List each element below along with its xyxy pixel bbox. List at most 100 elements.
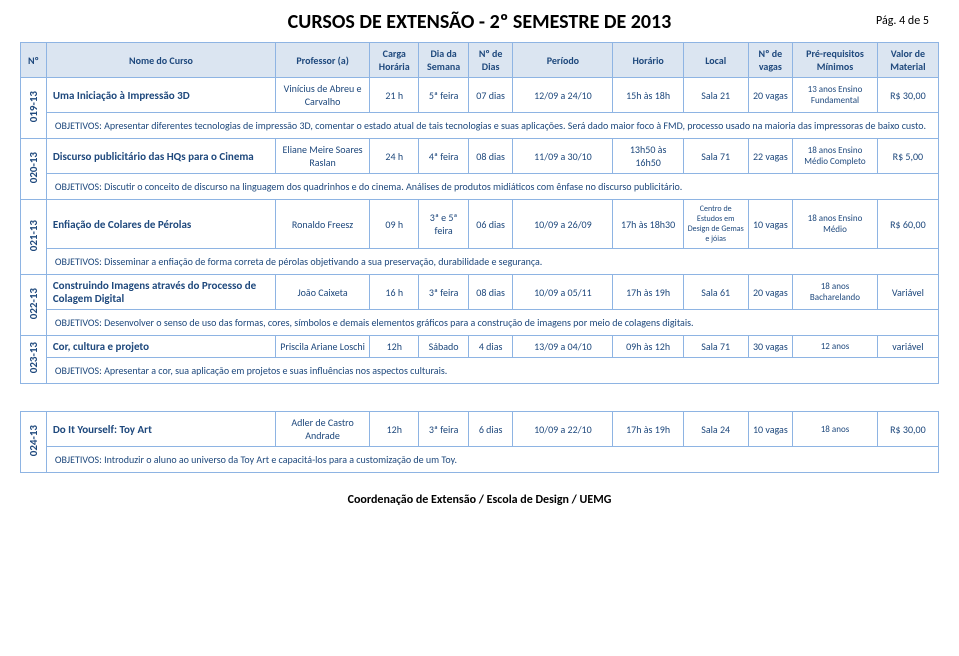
table-row: 023-13 Cor, cultura e projeto Priscila A… [21, 336, 939, 358]
periodo: 10/09 a 22/10 [513, 412, 613, 447]
ndias: 4 dias [468, 336, 513, 358]
horario: 17h às 19h [613, 412, 684, 447]
periodo: 10/09 a 05/11 [513, 275, 613, 310]
prereq: 18 anos Ensino Médio Completo [793, 139, 878, 174]
objective-row: OBJETIVOS: Desenvolver o senso de uso da… [21, 310, 939, 336]
objective-row: OBJETIVOS: Introduzir o aluno ao univers… [21, 447, 939, 473]
horario: 09h às 12h [613, 336, 684, 358]
horario: 17h às 19h [613, 275, 684, 310]
carga: 21 h [370, 78, 419, 113]
objective-text: OBJETIVOS: Discutir o conceito de discur… [46, 174, 938, 200]
th-prof: Professor (a) [276, 43, 370, 78]
valor: R$ 30,00 [877, 412, 938, 447]
ndias: 06 dias [468, 200, 513, 249]
horario: 13h50 às 16h50 [613, 139, 684, 174]
ndias: 6 dias [468, 412, 513, 447]
objective-text: OBJETIVOS: Disseminar a enfiação de form… [46, 249, 938, 275]
vagas: 22 vagas [748, 139, 793, 174]
vagas: 20 vagas [748, 78, 793, 113]
header-row: Nº Nome do Curso Professor (a) Carga Hor… [21, 43, 939, 78]
professor: Ronaldo Freesz [276, 200, 370, 249]
carga: 12h [370, 412, 419, 447]
objective-row: OBJETIVOS: Discutir o conceito de discur… [21, 174, 939, 200]
periodo: 10/09 a 26/09 [513, 200, 613, 249]
carga: 12h [370, 336, 419, 358]
carga: 16 h [370, 275, 419, 310]
periodo: 13/09 a 04/10 [513, 336, 613, 358]
course-id: 019-13 [21, 78, 47, 139]
table-row: 019-13 Uma Iniciação à Impressão 3D Viní… [21, 78, 939, 113]
dia: 3ª e 5ª feira [419, 200, 468, 249]
dia: 4ª feira [419, 139, 468, 174]
course-name: Construindo Imagens através do Processo … [46, 275, 275, 310]
th-prereq: Pré-requisitos Mínimos [793, 43, 878, 78]
th-local: Local [683, 43, 748, 78]
valor: Variável [877, 275, 938, 310]
prereq: 18 anos [793, 412, 878, 447]
objective-text: OBJETIVOS: Introduzir o aluno ao univers… [46, 447, 938, 473]
local: Sala 24 [683, 412, 748, 447]
valor: R$ 60,00 [877, 200, 938, 249]
periodo: 12/09 a 24/10 [513, 78, 613, 113]
carga: 24 h [370, 139, 419, 174]
course-name: Enfiação de Colares de Pérolas [46, 200, 275, 249]
course-id: 021-13 [21, 200, 47, 275]
local: Sala 21 [683, 78, 748, 113]
local: Sala 71 [683, 139, 748, 174]
local: Sala 61 [683, 275, 748, 310]
course-name: Discurso publicitário das HQs para o Cin… [46, 139, 275, 174]
professor: Adler de Castro Andrade [276, 412, 370, 447]
prereq: 13 anos Ensino Fundamental [793, 78, 878, 113]
horario: 15h às 18h [613, 78, 684, 113]
objective-row: OBJETIVOS: Apresentar a cor, sua aplicaç… [21, 358, 939, 384]
valor: R$ 5,00 [877, 139, 938, 174]
objective-row: OBJETIVOS: Apresentar diferentes tecnolo… [21, 113, 939, 139]
professor: Vinícius de Abreu e Carvalho [276, 78, 370, 113]
course-name: Cor, cultura e projeto [46, 336, 275, 358]
th-horario: Horário [613, 43, 684, 78]
vagas: 10 vagas [748, 412, 793, 447]
professor: João Caixeta [276, 275, 370, 310]
page-title: CURSOS DE EXTENSÃO - 2º SEMESTRE DE 2013 [20, 10, 939, 34]
valor: variável [877, 336, 938, 358]
vagas: 30 vagas [748, 336, 793, 358]
dia: 3ª feira [419, 275, 468, 310]
course-name: Uma Iniciação à Impressão 3D [46, 78, 275, 113]
dia: Sábado [419, 336, 468, 358]
prereq: 12 anos [793, 336, 878, 358]
th-num: Nº [21, 43, 47, 78]
footer-text: Coordenação de Extensão / Escola de Desi… [20, 493, 939, 507]
table-row: 021-13 Enfiação de Colares de Pérolas Ro… [21, 200, 939, 249]
ndias: 08 dias [468, 275, 513, 310]
table-row: 020-13 Discurso publicitário das HQs par… [21, 139, 939, 174]
dia: 5ª feira [419, 78, 468, 113]
objective-text: OBJETIVOS: Apresentar diferentes tecnolo… [46, 113, 938, 139]
th-vagas: Nº de vagas [748, 43, 793, 78]
ndias: 07 dias [468, 78, 513, 113]
th-nome: Nome do Curso [46, 43, 275, 78]
course-id: 023-13 [21, 336, 47, 384]
vagas: 20 vagas [748, 275, 793, 310]
th-valor: Valor de Material [877, 43, 938, 78]
valor: R$ 30,00 [877, 78, 938, 113]
carga: 09 h [370, 200, 419, 249]
vagas: 10 vagas [748, 200, 793, 249]
ndias: 08 dias [468, 139, 513, 174]
objective-text: OBJETIVOS: Desenvolver o senso de uso da… [46, 310, 938, 336]
course-id: 024-13 [21, 412, 47, 473]
periodo: 11/09 a 30/10 [513, 139, 613, 174]
local: Sala 71 [683, 336, 748, 358]
dia: 3ª feira [419, 412, 468, 447]
table-row: 024-13 Do It Yourself: Toy Art Adler de … [21, 412, 939, 447]
page-number: Pág. 4 de 5 [876, 14, 929, 28]
th-periodo: Período [513, 43, 613, 78]
th-carga: Carga Horária [370, 43, 419, 78]
course-id: 020-13 [21, 139, 47, 200]
objective-text: OBJETIVOS: Apresentar a cor, sua aplicaç… [46, 358, 938, 384]
course-id: 022-13 [21, 275, 47, 336]
courses-table: Nº Nome do Curso Professor (a) Carga Hor… [20, 42, 939, 473]
prereq: 18 anos Ensino Médio [793, 200, 878, 249]
professor: Priscila Ariane Loschi [276, 336, 370, 358]
th-ndias: Nº de Dias [468, 43, 513, 78]
professor: Eliane Meire Soares Raslan [276, 139, 370, 174]
